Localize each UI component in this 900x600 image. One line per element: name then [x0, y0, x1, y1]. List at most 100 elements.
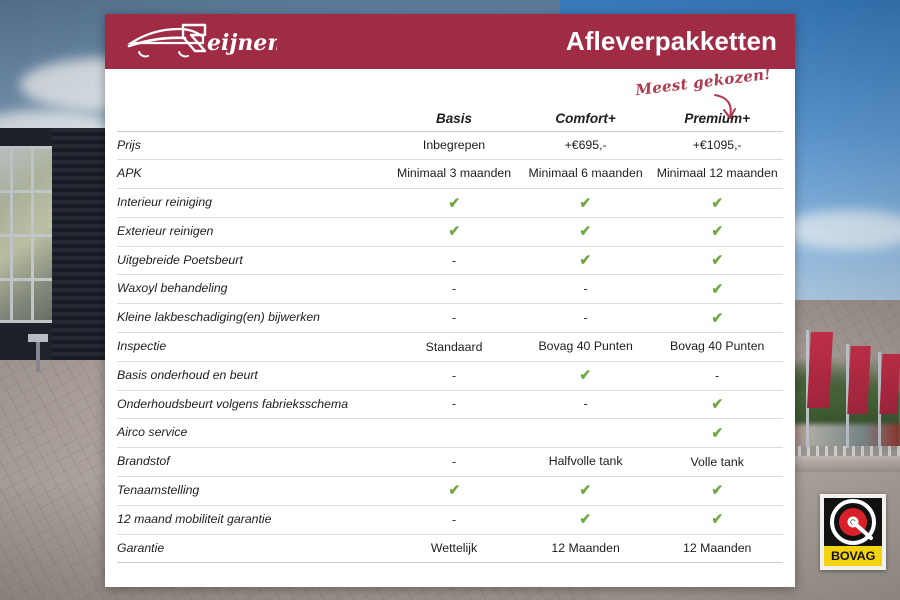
cell-basis: -: [388, 246, 520, 276]
cell-comfort: ✔: [519, 188, 652, 218]
cell-premium: 12 Maanden: [651, 534, 783, 564]
table-row: Exterieur reinigen ✔ ✔ ✔: [117, 217, 783, 247]
check-icon: ✔: [579, 194, 592, 212]
dash-icon: -: [451, 396, 457, 412]
cell-comfort: Minimaal 6 maanden: [519, 159, 652, 190]
card-header: eijnen Afleverpakketten: [105, 14, 795, 69]
bovag-label: BOVAG: [830, 549, 876, 563]
table-row: Waxoyl behandeling - - ✔: [117, 274, 783, 305]
table-row: Prijs Inbegrepen +€695,- +€1095,-: [117, 131, 783, 161]
row-label: Onderhoudsbeurt volgens fabrieksschema: [117, 390, 389, 420]
cell-premium: ✔: [651, 246, 783, 276]
row-label: Interieur reiniging: [117, 188, 389, 218]
cloud: [780, 210, 900, 250]
car-silhouette-icon: eijnen: [127, 23, 277, 57]
cell-basis: [388, 418, 520, 449]
cell-basis: ✔: [388, 188, 520, 218]
window-mullion: [0, 234, 52, 237]
row-label: Waxoyl behandeling: [117, 274, 389, 305]
row-label: Basis onderhoud en beurt: [117, 361, 389, 391]
table-row: 12 maand mobiliteit garantie - ✔ ✔: [117, 505, 783, 535]
dash-icon: -: [583, 281, 588, 297]
row-label: Garantie: [117, 534, 389, 564]
cell-comfort: -: [519, 303, 652, 333]
row-label: Uitgebreide Poetsbeurt: [117, 246, 389, 276]
row-label: 12 maand mobiliteit garantie: [117, 505, 389, 535]
dash-icon: -: [451, 367, 457, 383]
cell-comfort: Halfvolle tank: [519, 447, 652, 478]
cell-comfort: ✔: [519, 246, 652, 276]
dash-icon: -: [451, 454, 457, 470]
table-row: Kleine lakbeschadiging(en) bijwerken - - ✔: [117, 303, 783, 333]
table-row: Garantie Wettelijk 12 Maanden 12 Maanden: [117, 534, 783, 564]
cell-premium: Minimaal 12 maanden: [651, 159, 783, 190]
check-icon: ✔: [711, 424, 723, 442]
cell-basis: -: [388, 361, 520, 391]
row-label: Exterieur reinigen: [117, 217, 389, 247]
check-icon: ✔: [448, 223, 460, 241]
table-row: Tenaamstelling ✔ ✔ ✔: [117, 476, 783, 506]
cell-premium: ✔: [651, 390, 783, 420]
building-slat-cladding: [52, 128, 108, 360]
cell-basis: Wettelijk: [388, 534, 520, 564]
check-icon: ✔: [711, 280, 723, 298]
comparison-table-area: Meest gekozen! Basis Comfort+ Premium+ P…: [105, 65, 795, 587]
window-mullion: [0, 146, 52, 149]
page-title: Afleverpakketten: [565, 26, 777, 56]
cell-comfort: -: [519, 274, 652, 305]
cell-basis: Standaard: [388, 332, 520, 362]
dash-icon: -: [451, 310, 457, 326]
table-body: Prijs Inbegrepen +€695,- +€1095,- APK Minimaa…: [117, 131, 783, 564]
dash-icon: -: [583, 310, 588, 326]
cell-premium: Bovag 40 Punten: [651, 332, 783, 362]
table-row: Basis onderhoud en beurt - ✔ -: [117, 361, 783, 391]
cell-basis: Inbegrepen: [388, 131, 520, 161]
check-icon: ✔: [711, 194, 723, 212]
row-label: APK: [117, 159, 389, 190]
check-icon: ✔: [448, 194, 460, 212]
check-icon: ✔: [579, 511, 592, 529]
window-mullion: [0, 190, 52, 193]
check-icon: ✔: [711, 223, 723, 241]
cell-premium: +€1095,-: [651, 131, 783, 161]
cell-premium: -: [651, 361, 783, 391]
table-row: Uitgebreide Poetsbeurt - ✔ ✔: [117, 246, 783, 276]
cell-premium: Volle tank: [651, 447, 783, 478]
dash-icon: -: [451, 281, 457, 297]
cell-comfort: Bovag 40 Punten: [519, 332, 652, 362]
cell-premium: ✔: [651, 505, 783, 535]
check-icon: ✔: [711, 395, 723, 413]
row-label: Tenaamstelling: [117, 476, 389, 506]
cell-comfort: ✔: [519, 505, 652, 535]
check-icon: ✔: [711, 482, 723, 500]
cell-basis: -: [388, 505, 520, 535]
row-label: Prijs: [117, 131, 389, 161]
window-mullion: [0, 278, 52, 281]
table-row: Brandstof - Halfvolle tank Volle tank: [117, 447, 783, 478]
cell-comfort: ✔: [519, 217, 652, 247]
check-icon: ✔: [579, 252, 592, 270]
afleverpakketten-card: eijnen Afleverpakketten Meest gekozen! B…: [105, 14, 795, 587]
cell-premium: ✔: [651, 418, 783, 449]
cell-comfort: -: [519, 390, 652, 420]
check-icon: ✔: [711, 252, 723, 270]
cell-comfort: +€695,-: [519, 131, 652, 161]
cell-premium: ✔: [651, 274, 783, 305]
cell-basis: ✔: [388, 476, 520, 506]
check-icon: ✔: [711, 309, 723, 327]
cell-basis: -: [388, 447, 520, 478]
dash-icon: -: [451, 252, 457, 268]
row-label: Airco service: [117, 418, 389, 449]
column-header-basis: Basis: [388, 69, 520, 132]
reijnen-logo: eijnen: [127, 21, 277, 63]
cell-comfort: ✔: [519, 361, 652, 391]
table-row: Onderhoudsbeurt volgens fabrieksschema - -…: [117, 390, 783, 420]
check-icon: ✔: [711, 511, 723, 529]
bovag-band: BOVAG: [824, 546, 882, 566]
check-icon: ✔: [579, 367, 592, 385]
check-icon: ✔: [448, 482, 460, 500]
column-header-comfort: Comfort+: [519, 69, 652, 132]
cell-premium: ✔: [651, 188, 783, 218]
cell-basis: ✔: [388, 217, 520, 247]
dash-icon: -: [715, 367, 720, 383]
